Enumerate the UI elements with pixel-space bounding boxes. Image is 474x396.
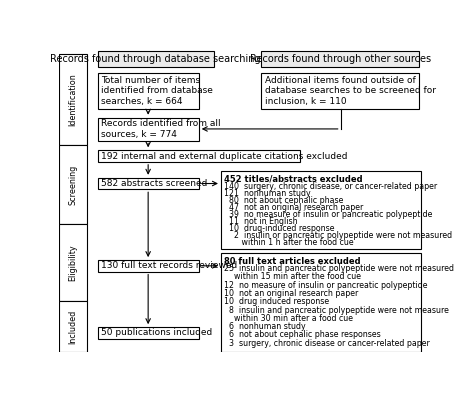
Text: 6  nonhuman study: 6 nonhuman study [224, 322, 306, 331]
Text: 121  nonhuman study: 121 nonhuman study [224, 188, 311, 198]
FancyBboxPatch shape [98, 327, 199, 339]
Text: 6  not about cephalic phase responses: 6 not about cephalic phase responses [224, 331, 381, 339]
Text: 25  insulin and pancreatic polypeptide were not measured: 25 insulin and pancreatic polypeptide we… [224, 264, 454, 273]
Text: 140  surgery, chronic disease, or cancer-related paper: 140 surgery, chronic disease, or cancer-… [224, 182, 438, 191]
Text: 452 titles/abstracts excluded: 452 titles/abstracts excluded [224, 175, 363, 184]
FancyBboxPatch shape [98, 260, 199, 272]
Text: 582 abstracts screened: 582 abstracts screened [101, 179, 208, 188]
Text: 50 publications included: 50 publications included [101, 328, 213, 337]
FancyBboxPatch shape [59, 225, 87, 301]
FancyBboxPatch shape [98, 178, 199, 189]
Text: within 1 h after the food cue: within 1 h after the food cue [224, 238, 354, 247]
Text: Additional items found outside of
database searches to be screened for
inclusion: Additional items found outside of databa… [265, 76, 436, 106]
Text: 192 internal and external duplicate citations excluded: 192 internal and external duplicate cita… [101, 152, 348, 160]
FancyBboxPatch shape [221, 253, 421, 352]
Text: 130 full text records reviewed: 130 full text records reviewed [101, 261, 238, 270]
FancyBboxPatch shape [261, 51, 419, 67]
FancyBboxPatch shape [59, 145, 87, 225]
Text: 10  drug induced response: 10 drug induced response [224, 297, 329, 306]
Text: 11  not in English: 11 not in English [224, 217, 298, 226]
Text: Identification: Identification [69, 73, 78, 126]
Text: Eligibility: Eligibility [69, 244, 78, 281]
Text: Included: Included [69, 309, 78, 344]
FancyBboxPatch shape [221, 171, 421, 249]
Text: Records identified from all
sources, k = 774: Records identified from all sources, k =… [101, 119, 221, 139]
FancyBboxPatch shape [59, 301, 87, 352]
FancyBboxPatch shape [98, 150, 300, 162]
Text: 80  not about cephalic phase: 80 not about cephalic phase [224, 196, 344, 205]
Text: 8  insulin and pancreatic polypeptide were not measure: 8 insulin and pancreatic polypeptide wer… [224, 306, 449, 314]
FancyBboxPatch shape [98, 73, 199, 109]
Text: 12  no measure of insulin or pancreatic polypeptide: 12 no measure of insulin or pancreatic p… [224, 281, 428, 289]
FancyBboxPatch shape [261, 73, 419, 109]
Text: Records found through other sources: Records found through other sources [250, 54, 431, 64]
Text: 39  no measure of insulin or pancreatic polypeptide: 39 no measure of insulin or pancreatic p… [224, 210, 433, 219]
Text: Screening: Screening [69, 165, 78, 205]
FancyBboxPatch shape [59, 53, 87, 145]
Text: within 30 min after a food cue: within 30 min after a food cue [224, 314, 353, 323]
Text: 10  not an original research paper: 10 not an original research paper [224, 289, 358, 298]
Text: within 15 min after the food cue: within 15 min after the food cue [224, 272, 361, 281]
FancyBboxPatch shape [98, 118, 199, 141]
Text: 80 full text articles excluded: 80 full text articles excluded [224, 257, 361, 266]
Text: 2  insulin or pancreatic polypeptide were not measured: 2 insulin or pancreatic polypeptide were… [224, 231, 452, 240]
Text: Records found through database searching: Records found through database searching [50, 54, 261, 64]
Text: Total number of items
identified from database
searches, k = 664: Total number of items identified from da… [101, 76, 213, 106]
Text: 10  drug-induced response: 10 drug-induced response [224, 224, 335, 233]
Text: 47  not an original research paper: 47 not an original research paper [224, 203, 364, 212]
Text: 3  surgery, chronic disease or cancer-related paper: 3 surgery, chronic disease or cancer-rel… [224, 339, 430, 348]
FancyBboxPatch shape [98, 51, 213, 67]
